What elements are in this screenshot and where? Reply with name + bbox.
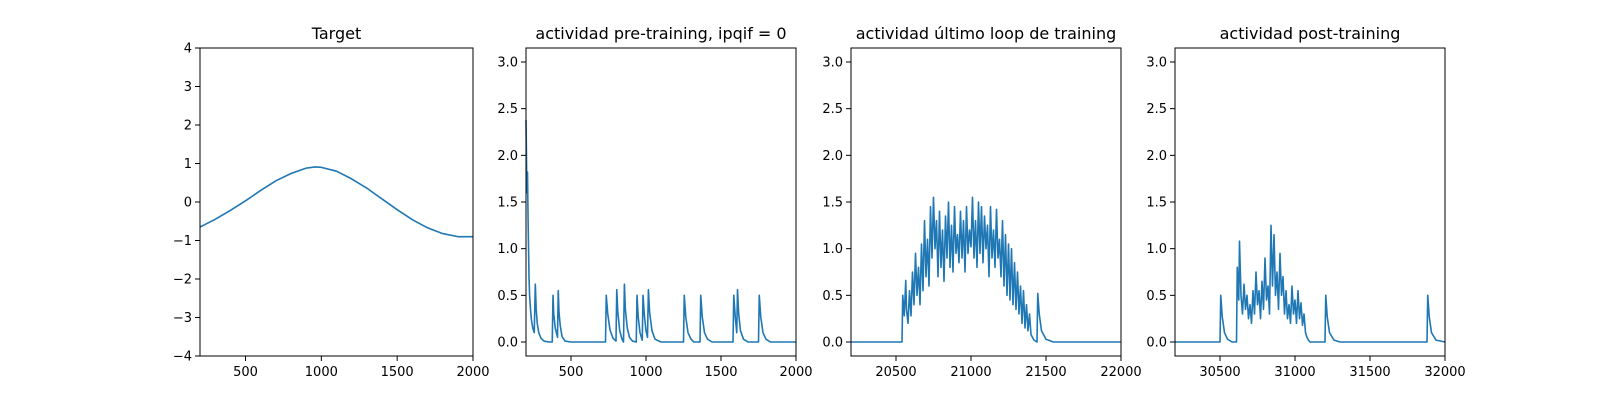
y-tick-label: 2.5	[822, 102, 843, 117]
y-tick-label: 2.5	[1146, 102, 1167, 117]
series-line	[525, 119, 796, 343]
y-tick-label: 0.5	[822, 289, 843, 304]
y-tick-label: 0	[184, 196, 192, 211]
subplot-1: Target 500 1000 1500 2000 −4 −3 −2 −1 0 1 2 3 4	[173, 24, 490, 380]
x-tick-label: 21000	[950, 365, 991, 380]
x-tick-label: 500	[233, 365, 258, 380]
series-line	[851, 196, 1121, 343]
x-tick-label: 2000	[456, 365, 489, 380]
chart-title: actividad post-training	[1220, 24, 1401, 43]
axes-frame	[850, 47, 1122, 357]
y-tick-label: 1	[184, 157, 192, 172]
x-tick-label: 31000	[1274, 365, 1315, 380]
y-tick-label: 0.0	[822, 336, 843, 351]
chart-title: actividad último loop de training	[856, 24, 1117, 43]
y-tick-label: 1.5	[1146, 196, 1167, 211]
y-tick-label: 3.0	[1146, 56, 1167, 71]
chart-title: Target	[311, 24, 362, 43]
x-tick-label: 32000	[1424, 365, 1465, 380]
x-tick-label: 21500	[1025, 365, 1066, 380]
y-tick-label: −1	[173, 234, 192, 249]
y-tick-label: 2.0	[1146, 149, 1167, 164]
y-tick-label: −2	[173, 273, 192, 288]
x-tick-label: 22000	[1100, 365, 1141, 380]
y-tick-label: 0.5	[1146, 289, 1167, 304]
axes-frame	[1174, 47, 1446, 357]
y-tick-label: 3	[184, 80, 192, 95]
x-tick-label: 1000	[629, 365, 662, 380]
subplot-2: actividad pre-training, ipqif = 0 500 1000…	[497, 24, 812, 380]
axes-frame	[525, 47, 797, 357]
y-tick-label: 0.0	[497, 336, 518, 351]
x-tick-label: 1000	[305, 365, 338, 380]
y-tick-label: −4	[173, 350, 192, 365]
y-tick-label: 0.0	[1146, 336, 1167, 351]
y-tick-label: 2.5	[497, 102, 518, 117]
y-tick-label: 2	[184, 119, 192, 134]
series-line	[199, 166, 473, 238]
y-tick-label: 4	[184, 42, 192, 57]
x-tick-label: 31500	[1349, 365, 1390, 380]
y-tick-label: 1.0	[1146, 242, 1167, 257]
chart-title: actividad pre-training, ipqif = 0	[535, 24, 786, 43]
x-tick-label: 2000	[779, 365, 812, 380]
subplot-4: actividad post-training 30500 31000 31500 32…	[1146, 24, 1465, 380]
x-tick-label: 20500	[875, 365, 916, 380]
x-tick-label: 30500	[1199, 365, 1240, 380]
axes-frame	[199, 47, 474, 357]
y-tick-label: 1.5	[822, 196, 843, 211]
x-tick-label: 1500	[704, 365, 737, 380]
y-tick-label: −3	[173, 311, 192, 326]
y-tick-label: 1.0	[497, 242, 518, 257]
y-tick-label: 3.0	[497, 56, 518, 71]
y-tick-label: 0.5	[497, 289, 518, 304]
y-tick-label: 2.0	[822, 149, 843, 164]
subplot-3: actividad último loop de training 20500 21…	[822, 24, 1141, 380]
y-tick-label: 2.0	[497, 149, 518, 164]
y-tick-label: 1.0	[822, 242, 843, 257]
x-tick-label: 1500	[381, 365, 414, 380]
x-tick-label: 500	[559, 365, 584, 380]
y-tick-label: 1.5	[497, 196, 518, 211]
series-line	[1175, 224, 1446, 343]
y-tick-label: 3.0	[822, 56, 843, 71]
